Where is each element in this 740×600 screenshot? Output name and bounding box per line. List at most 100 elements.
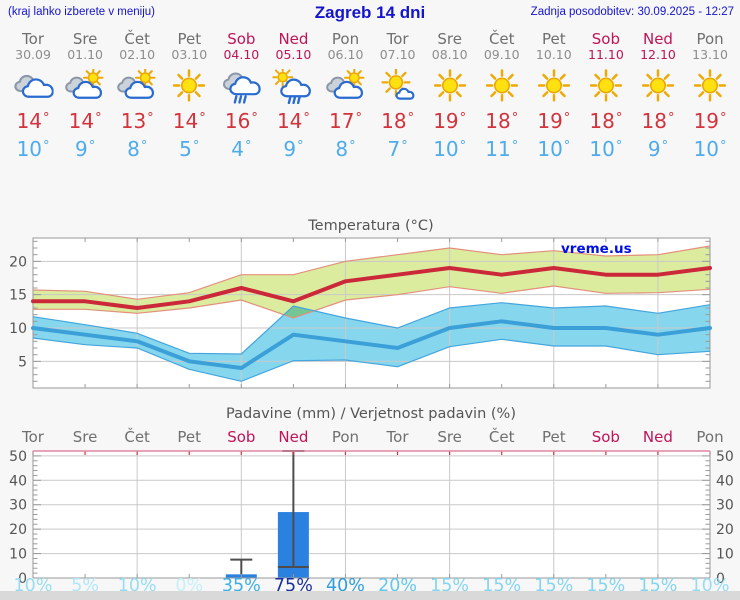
min-temperature: 10° [433,137,467,161]
chart-day-label: Pet [177,428,201,446]
day-date: 10.10 [535,47,572,62]
y-axis-label-right: 0 [716,571,725,587]
day-date: 13.10 [692,47,728,62]
chart-day-label: Čet [124,427,150,446]
day-column: Sre 08.10 19° 10° [424,31,476,161]
degree-symbol: ° [563,139,571,154]
temperature-chart-title: Temperatura (°C) [307,218,433,234]
chart-day-label: Tor [21,428,45,446]
max-temperature: 19° [693,109,727,133]
degree-symbol: ° [88,139,96,154]
day-date: 05.10 [275,47,312,62]
max-temperature: 18° [589,109,623,133]
y-axis-label: 20 [9,254,27,270]
sunny-icon [168,69,210,104]
degree-symbol: ° [511,111,519,126]
day-name: Čet [124,30,150,48]
min-temperature: 9° [283,137,304,161]
sun-shower-icon [272,69,314,104]
day-name: Pet [542,30,566,48]
partly-cloudy-icon [116,69,158,104]
max-temperature-line [31,266,712,310]
degree-symbol: ° [95,111,102,126]
page-header: (kraj lahko izberete v meniju) Zagreb 14… [0,0,740,26]
degree-symbol: ° [661,139,669,154]
rain-icon [220,69,262,104]
min-temperature: 10° [589,137,623,161]
precip-plot-area [33,451,710,578]
min-temperature: 9° [75,137,96,161]
band-edge [32,337,711,382]
last-update-text: Zadnja posodobitev: 30.09.2025 - 12:27 [530,6,734,18]
max-temperature: 17° [329,109,362,133]
band-edge [32,245,711,300]
degree-symbol: ° [459,111,467,126]
day-name: Ned [278,30,309,48]
day-column: Pet 10.10 19° 10° [528,30,580,161]
degree-symbol: ° [667,111,675,126]
day-date: 06.10 [327,47,364,62]
chart-day-label: Tor [386,428,410,446]
sunny-icon [429,69,471,104]
min-temperature: 11° [485,137,519,161]
y-axis-label-left: 40 [9,473,27,489]
page-title: Zagreb 14 dni [314,3,426,22]
temperature-chart: Temperatura (°C) 5 10 15 20 vreme.us [9,218,712,389]
y-axis-label-right: 50 [716,449,734,465]
mostly-sunny-icon [377,69,419,104]
chart-day-label: Pon [332,428,359,446]
band-edge [33,285,711,319]
degree-symbol: ° [355,111,362,126]
degree-symbol: ° [251,111,258,126]
y-axis-label-left: 10 [9,547,27,563]
sunny-icon [585,69,627,104]
degree-symbol: ° [303,111,310,126]
y-axis-label-right: 30 [716,498,734,514]
chart-day-label: Sob [592,428,620,446]
degree-symbol: ° [199,111,206,126]
day-date: 08.10 [431,47,468,62]
min-temperature: 8° [335,137,356,161]
partly-cloudy-icon [64,69,106,104]
degree-symbol: ° [407,111,415,126]
band-edge [32,302,711,355]
degree-symbol: ° [459,139,467,154]
min-temperature: 10° [16,137,50,161]
location-menu-hint: (kraj lahko izberete v meniju) [8,6,156,18]
y-axis-label-right: 40 [716,473,734,489]
day-date: 12.10 [640,47,676,62]
degree-symbol: ° [147,111,154,126]
max-temperature: 14° [68,109,102,133]
plot-border [32,237,711,389]
day-column: Sre 01.10 14° 9° [59,31,111,160]
max-temperature: 19° [537,109,571,133]
day-column: Sob 11.10 18° 10° [580,30,632,161]
day-name: Sre [72,30,98,48]
max-temperature: 18° [485,109,519,133]
day-name: Čet [488,30,515,48]
degree-symbol: ° [563,111,571,126]
degree-symbol: ° [297,139,304,154]
chart-day-label: Čet [489,427,515,446]
y-axis-label: 15 [9,288,27,304]
chart-day-label: Ned [278,428,308,446]
watermark-link[interactable]: vreme.us [561,241,632,257]
sunny-icon [533,69,575,104]
day-date: 07.10 [379,47,416,62]
y-axis-label: 10 [9,321,27,337]
min-temperature: 8° [127,137,148,161]
y-axis-label-left: 30 [9,498,27,514]
forecast-days-strip: Tor 30.09 14° 10° Sre 01.10 14° 9° Čet 02.10 13° 8°… [7,31,736,160]
y-axis-label-left: 0 [18,571,27,587]
max-temperature: 14° [276,109,310,133]
sunny-icon [481,69,523,104]
day-column: Ned 05.10 14° 9° [267,31,319,160]
min-temperature-line [31,319,712,370]
min-temperature: 10° [537,137,571,161]
chart-day-label: Ned [643,428,673,446]
day-name: Sob [591,30,621,48]
degree-symbol: ° [43,139,50,154]
day-date: 30.09 [15,47,51,62]
min-temperature: 4° [231,137,252,161]
day-date: 11.10 [588,47,624,62]
